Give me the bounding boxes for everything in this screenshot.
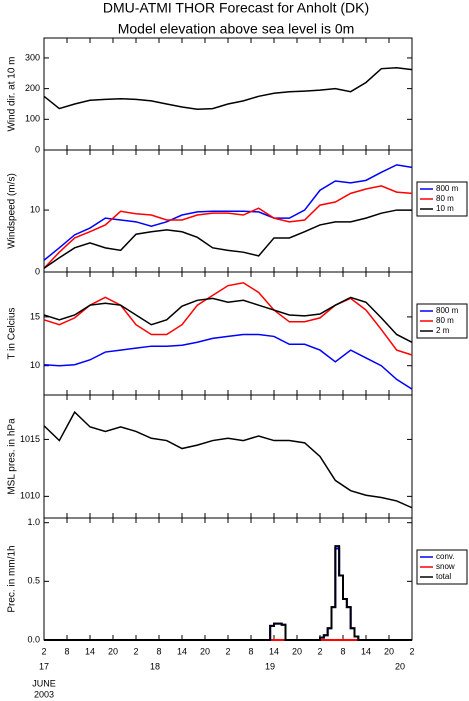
legend-label: 80 m	[436, 194, 454, 203]
y-axis-label: Wind dir. at 10 m	[7, 56, 18, 131]
y-tick-label: 0.5	[27, 576, 40, 586]
series-line	[43, 185, 413, 269]
y-axis-label: MSL pres. in hPa	[7, 418, 18, 495]
y-tick-label: 0.0	[27, 634, 40, 644]
x-tick-label: 20	[108, 646, 118, 656]
y-tick-label: 0	[35, 144, 40, 154]
series-line	[43, 410, 413, 509]
x-tick-label: 8	[64, 646, 69, 656]
y-tick-label: 1015	[20, 434, 40, 444]
day-label: 20	[395, 661, 405, 671]
plot-frame	[43, 271, 413, 396]
x-tick-label: 2	[225, 646, 230, 656]
y-tick-label: 200	[25, 83, 40, 93]
year-label: 2003	[34, 689, 54, 699]
x-tick-label: 2	[317, 646, 322, 656]
x-tick-label: 8	[248, 646, 253, 656]
legend-label: 800 m	[436, 184, 459, 193]
y-axis-label: Prec. in mm/1h	[7, 545, 18, 612]
series-line	[43, 281, 413, 356]
series-line	[43, 209, 412, 269]
series-line	[43, 333, 413, 390]
y-axis-label: Windspeed (m/s)	[7, 173, 18, 249]
chart-subtitle: Model elevation above sea level is 0m	[118, 21, 355, 37]
y-tick-label: 10	[30, 360, 40, 370]
x-tick-label: 14	[85, 646, 95, 656]
legend-label: total	[436, 572, 451, 581]
legend-label: 10 m	[436, 204, 454, 213]
y-tick-label: 1.0	[27, 517, 40, 527]
series-line	[43, 164, 413, 261]
x-tick-label: 20	[200, 646, 210, 656]
series-line	[44, 547, 412, 641]
x-tick-label: 14	[269, 646, 279, 656]
x-tick-label: 20	[292, 646, 302, 656]
legend-label: 800 m	[436, 306, 459, 315]
series-line	[43, 296, 413, 343]
x-tick-label: 2	[133, 646, 138, 656]
legend-label: conv.	[436, 552, 455, 561]
x-tick-label: 20	[384, 646, 394, 656]
day-label: 17	[39, 661, 49, 671]
y-tick-label: 100	[25, 114, 40, 124]
x-tick-label: 14	[177, 646, 187, 656]
x-tick-label: 2	[409, 646, 414, 656]
legend-label: 2 m	[436, 326, 450, 335]
plot-frame	[43, 517, 413, 641]
month-label: JUNE	[32, 678, 56, 688]
series-line	[44, 545, 412, 641]
x-tick-label: 8	[156, 646, 161, 656]
legend-label: snow	[436, 562, 455, 571]
y-tick-label: 0	[35, 266, 40, 276]
legend-label: 80 m	[436, 316, 454, 325]
x-tick-label: 14	[361, 646, 371, 656]
x-tick-label: 2	[41, 646, 46, 656]
plot-frame	[43, 394, 413, 519]
y-tick-label: 10	[30, 204, 40, 214]
chart-title: DMU-ATMI THOR Forecast for Anholt (DK)	[103, 0, 369, 16]
y-axis-label: T in Celcius	[7, 307, 18, 359]
day-label: 19	[265, 661, 275, 671]
series-line	[43, 67, 413, 110]
x-tick-label: 8	[340, 646, 345, 656]
y-tick-label: 15	[30, 311, 40, 321]
day-label: 18	[150, 661, 160, 671]
y-tick-label: 300	[25, 52, 40, 62]
y-tick-label: 1010	[20, 491, 40, 501]
plot-frame	[43, 37, 413, 151]
